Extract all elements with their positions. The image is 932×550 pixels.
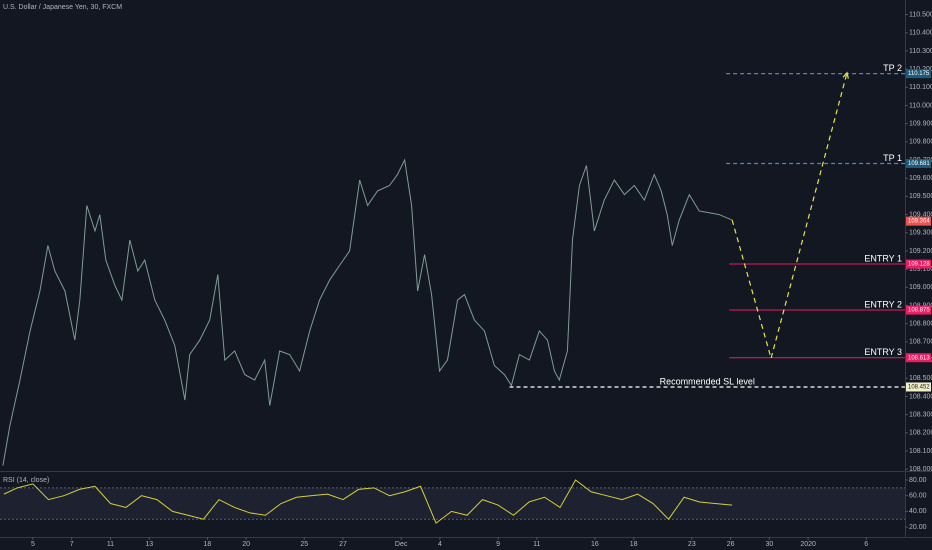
y-tick-label: 108.700 <box>909 339 932 346</box>
y-tick-label: 109.500 <box>909 193 932 200</box>
y-tick-label: 20.00 <box>909 524 927 531</box>
price-box <box>906 353 931 363</box>
x-tick-label: 2020 <box>800 541 816 548</box>
x-tick-label: 4 <box>438 541 442 548</box>
last-price-label: 109.364 <box>908 219 930 225</box>
y-tick-label: 110.000 <box>909 102 932 109</box>
price-box-label: 109.128 <box>908 262 930 268</box>
price-box <box>906 69 931 79</box>
projection-arrowhead <box>842 71 849 79</box>
level-label: ENTRY 1 <box>864 253 902 263</box>
y-tick-label: 108.200 <box>909 430 932 437</box>
y-tick-label: 108.500 <box>909 375 932 382</box>
y-tick-label: 109.000 <box>909 284 932 291</box>
y-tick-label: 40.00 <box>909 508 927 515</box>
y-tick-label: 60.00 <box>909 493 927 500</box>
x-tick-label: Dec <box>395 541 408 548</box>
x-tick-label: 16 <box>591 541 599 548</box>
x-tick-label: 7 <box>70 541 74 548</box>
x-tick-label: 18 <box>203 541 211 548</box>
x-tick-label: 18 <box>630 541 638 548</box>
y-tick-label: 109.200 <box>909 248 932 255</box>
y-tick-label: 109.400 <box>909 211 932 218</box>
price-box-label: 108.613 <box>908 355 930 361</box>
price-box-label: 108.875 <box>908 308 930 314</box>
y-tick-label: 108.100 <box>909 448 932 455</box>
x-tick-label: 27 <box>339 541 347 548</box>
x-tick-label: 26 <box>727 541 735 548</box>
x-tick-label: 6 <box>864 541 868 548</box>
y-tick-label: 110.100 <box>909 84 932 91</box>
x-tick-label: 20 <box>242 541 250 548</box>
y-tick-label: 108.800 <box>909 321 932 328</box>
x-tick-label: 13 <box>145 541 153 548</box>
level-label: TP 1 <box>883 153 902 163</box>
level-label: Recommended SL level <box>660 376 755 386</box>
rsi-title: RSI (14, close) <box>3 477 49 484</box>
x-tick-label: 5 <box>31 541 35 548</box>
price-line <box>3 479 733 524</box>
y-tick-label: 110.300 <box>909 48 932 55</box>
price-box <box>906 158 931 168</box>
projection-path <box>731 72 848 361</box>
price-box <box>906 382 931 392</box>
price-line <box>2 158 733 466</box>
y-tick-label: 109.800 <box>909 139 932 146</box>
last-price-box <box>906 216 931 226</box>
price-box-label: 108.452 <box>908 385 930 391</box>
y-tick-label: 109.300 <box>909 230 932 237</box>
x-tick-label: 23 <box>688 541 696 548</box>
y-tick-label: 109.900 <box>909 121 932 128</box>
y-tick-label: 110.400 <box>909 30 932 37</box>
price-box-label: 109.681 <box>908 161 930 167</box>
y-tick-label: 109.600 <box>909 175 932 182</box>
y-tick-label: 108.400 <box>909 393 932 400</box>
y-tick-label: 110.500 <box>909 11 932 18</box>
x-tick-label: 25 <box>300 541 308 548</box>
x-tick-label: 11 <box>107 541 114 548</box>
chart-title: U.S. Dollar / Japanese Yen, 30, FXCM <box>3 4 122 11</box>
y-tick-label: 109.100 <box>909 266 932 273</box>
level-label: ENTRY 2 <box>864 299 902 309</box>
price-box <box>906 305 931 315</box>
x-tick-label: 9 <box>496 541 500 548</box>
y-tick-label: 108.300 <box>909 411 932 418</box>
level-label: TP 2 <box>883 63 902 73</box>
price-box <box>906 259 931 269</box>
x-tick-label: 11 <box>533 541 540 548</box>
x-tick-label: 30 <box>765 541 773 548</box>
y-tick-label: 108.000 <box>909 466 932 473</box>
level-label: ENTRY 3 <box>864 347 902 357</box>
price-box-label: 110.175 <box>908 71 930 77</box>
rsi-band <box>0 487 905 520</box>
y-tick-label: 80.00 <box>909 477 927 484</box>
